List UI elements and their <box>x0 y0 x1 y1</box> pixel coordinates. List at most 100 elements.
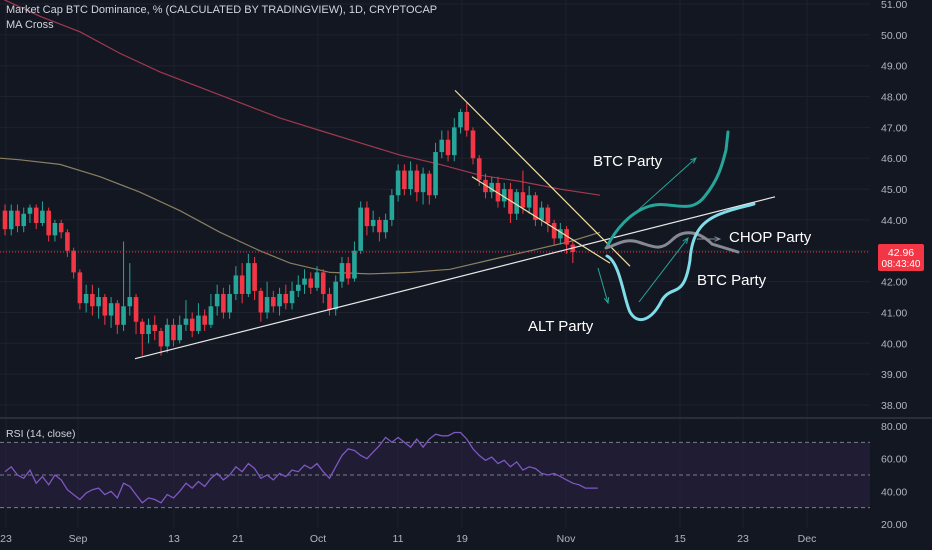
candle-body <box>464 111 470 131</box>
arrow-alt-down <box>597 267 609 304</box>
trendlines <box>134 89 776 360</box>
candle-body <box>402 170 407 190</box>
candle-body <box>395 170 401 196</box>
chart-title[interactable]: Market Cap BTC Dominance, % (CALCULATED … <box>6 4 438 16</box>
rsi-axis[interactable]: 80.00 60.00 40.00 20.00 <box>881 421 907 531</box>
candle-body <box>439 139 445 153</box>
price-tick-label: 51.00 <box>881 0 907 11</box>
candle-body <box>420 173 426 193</box>
candle-body <box>227 293 232 313</box>
candle-body <box>58 223 64 233</box>
candle-body <box>277 293 282 307</box>
time-tick-label: Dec <box>798 533 817 545</box>
indicator-label[interactable]: MA Cross <box>6 19 54 31</box>
candle-body <box>358 207 363 251</box>
candle-body <box>383 219 388 233</box>
candle-body <box>164 324 170 347</box>
candle-body <box>289 290 295 304</box>
candle-body <box>283 293 289 304</box>
candle-body <box>258 290 264 313</box>
candle-body <box>483 179 488 193</box>
candle-body <box>533 195 538 220</box>
candle-body <box>33 207 39 224</box>
candle-body <box>96 297 101 307</box>
arrow-btc-right-head <box>682 236 689 244</box>
time-tick-label: 19 <box>456 533 468 545</box>
annotation-btc-party-right: BTC Party <box>697 272 767 289</box>
grid <box>0 0 932 528</box>
candle-body <box>364 207 370 227</box>
price-tick-label: 47.00 <box>881 122 907 134</box>
rsi-tick-label: 80.00 <box>881 421 907 433</box>
candle-body <box>196 315 201 331</box>
candle-body <box>345 263 351 279</box>
candle-body <box>414 170 420 193</box>
candle-body <box>202 315 207 325</box>
drawings <box>597 130 756 322</box>
candle-body <box>451 127 457 156</box>
candle-body <box>90 293 95 307</box>
candle-body <box>108 303 114 316</box>
candle-body <box>564 229 569 245</box>
cyan-path <box>605 202 756 322</box>
arrow-btc-up <box>617 157 697 229</box>
candles <box>0 102 870 356</box>
candle-body <box>46 210 51 236</box>
candle-body <box>476 158 482 180</box>
candle-body <box>189 318 195 331</box>
candle-body <box>27 207 33 214</box>
price-tick-label: 45.00 <box>881 184 907 196</box>
candle-body <box>77 272 83 304</box>
price-tick-label: 42.00 <box>881 277 907 289</box>
candle-body <box>158 330 164 347</box>
candle-body <box>539 207 544 220</box>
time-tick-label: 13 <box>168 533 180 545</box>
candle-body <box>314 272 320 288</box>
candle-body <box>102 297 108 316</box>
last-price-tag: 42.96 08:43:40 <box>878 244 924 271</box>
trendline-wedge-bottom <box>471 176 611 264</box>
candle-body <box>545 207 551 224</box>
candle-body <box>139 321 145 335</box>
candle-body <box>320 272 326 294</box>
arrow-btc-right <box>638 237 689 303</box>
candle-body <box>221 293 226 313</box>
last-price-value: 42.96 <box>888 247 914 259</box>
candle-body <box>183 318 189 325</box>
candle-body <box>408 170 413 190</box>
candle-body <box>370 219 376 227</box>
time-tick-label: 23 <box>737 533 749 545</box>
rsi-title[interactable]: RSI (14, close) <box>6 428 75 440</box>
candle-body <box>514 192 519 214</box>
candle-body <box>295 284 301 291</box>
trendline-wedge-top <box>454 89 631 267</box>
price-tick-label: 40.00 <box>881 338 907 350</box>
trendline-support <box>134 196 776 360</box>
annotation-alt-party: ALT Party <box>528 318 594 335</box>
price-tick-label: 49.00 <box>881 61 907 73</box>
price-tick-label: 50.00 <box>881 30 907 42</box>
candle-body <box>83 293 89 304</box>
rsi-tick-label: 60.00 <box>881 454 907 466</box>
candle-body <box>433 152 438 196</box>
rsi-series-line <box>4 431 598 504</box>
price-tick-label: 46.00 <box>881 153 907 165</box>
candle-body <box>489 182 495 193</box>
candle-body <box>470 130 476 159</box>
candle-body <box>152 324 158 331</box>
candle-body <box>495 182 501 202</box>
price-tick-label: 48.00 <box>881 92 907 104</box>
price-tick-label: 41.00 <box>881 307 907 319</box>
candle-body <box>427 173 432 196</box>
arrow-btc-up-head <box>690 157 697 164</box>
time-axis[interactable]: 23 Sep 13 21 Oct 11 19 Nov 15 23 Dec <box>0 533 816 545</box>
candle-body <box>551 223 557 239</box>
candle-body <box>208 306 214 325</box>
time-tick-label: 23 <box>0 533 12 545</box>
candle-body <box>40 210 45 224</box>
rsi-tick-label: 40.00 <box>881 486 907 498</box>
price-tick-label: 39.00 <box>881 369 907 381</box>
candle-body <box>21 213 27 227</box>
candle-body <box>177 324 183 341</box>
